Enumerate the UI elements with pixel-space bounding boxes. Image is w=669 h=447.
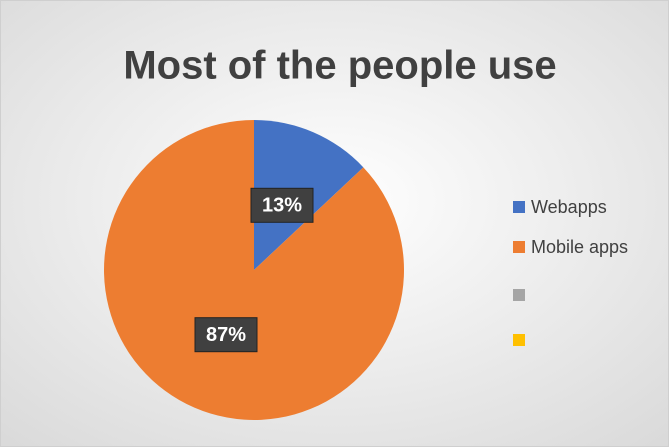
pie-slice (103, 120, 404, 420)
data-label-box (250, 187, 314, 223)
data-label: 13% (262, 195, 302, 217)
data-label: 87% (206, 324, 246, 346)
legend-swatch (513, 289, 525, 301)
legend-swatch (513, 201, 525, 213)
legend-label: Webapps (531, 197, 607, 217)
legend-label: Mobile apps (531, 237, 628, 257)
legend-swatch (513, 241, 525, 253)
chart-title: Most of the people use (123, 44, 556, 88)
data-label-box (194, 317, 258, 353)
legend-swatch (513, 334, 525, 346)
